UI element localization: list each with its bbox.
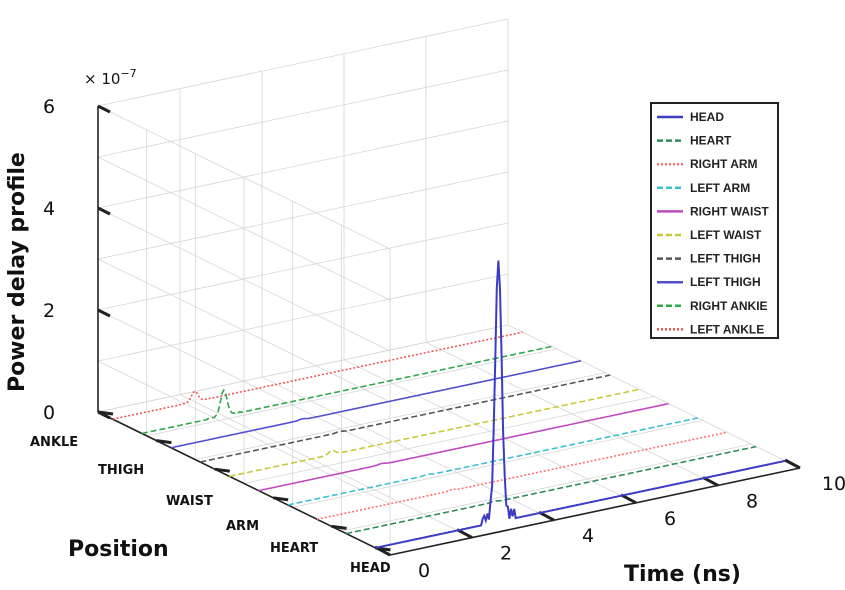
legend-label: LEFT WAIST: [690, 228, 762, 242]
position-label: WAIST: [166, 494, 213, 509]
position-label: HEART: [270, 541, 318, 556]
series-line: [229, 388, 640, 478]
legend-label: LEFT THIGH: [690, 252, 761, 266]
z-tick-label: 6: [43, 96, 55, 118]
position-label: THIGH: [98, 463, 144, 478]
labels-layer: × 10−7 Power delay profile Position Time…: [5, 67, 845, 587]
grid-line: [97, 309, 391, 454]
grid-line: [341, 443, 752, 532]
position-tick: [156, 439, 172, 445]
z-exponent-power: −7: [120, 67, 136, 80]
position-label: ANKLE: [30, 435, 78, 450]
grid-line: [97, 69, 509, 158]
position-label: HEAD: [350, 561, 391, 576]
grid-line: [97, 156, 391, 301]
grid-line: [97, 18, 509, 107]
z-exponent-base: × 10: [84, 70, 120, 88]
grid-layer: [97, 18, 801, 556]
position-label: ARM: [226, 519, 259, 534]
z-axis-title: Power delay profile: [5, 152, 30, 392]
grid-line: [146, 348, 557, 437]
legend: HEAD HEART RIGHT ARM LEFT ARM RIGHT WAIST LEF…: [650, 102, 779, 339]
legend-box: [650, 102, 779, 339]
series-line: [316, 431, 728, 521]
grid-line: [97, 105, 391, 250]
position-tick: [273, 496, 289, 502]
z-exponent-label: × 10−7: [84, 67, 137, 88]
grid-line: [97, 120, 509, 209]
y-axis-line: [97, 411, 391, 556]
position-tick: [214, 467, 230, 473]
series-line: [170, 360, 582, 449]
x-tick-label: 8: [746, 490, 758, 512]
axes-layer: [97, 104, 801, 557]
x-axis-title: Time (ns): [624, 562, 741, 587]
x-tick: [784, 458, 801, 470]
x-tick-label: 0: [418, 560, 430, 582]
z-tick: [97, 104, 111, 114]
grid-line: [97, 171, 509, 260]
series-line: [200, 374, 611, 463]
grid-line: [243, 396, 655, 484]
grid-line: [292, 419, 703, 508]
x-tick-label: 10: [822, 473, 845, 495]
grid-line: [97, 258, 391, 403]
x-tick-label: 2: [500, 543, 512, 565]
series-line: [112, 331, 523, 420]
x-tick-label: 4: [582, 525, 594, 547]
grid-line: [97, 273, 509, 362]
series-layer: [112, 260, 786, 549]
z-tick-label: 2: [43, 300, 55, 322]
grid-line: [97, 222, 509, 311]
z-tick-label: 4: [43, 198, 55, 220]
y-axis-title: Position: [68, 537, 169, 562]
series-line: [346, 445, 757, 535]
grid-line: [97, 324, 509, 413]
legend-label: LEFT ANKLE: [690, 322, 764, 336]
legend-label: HEART: [690, 134, 732, 148]
z-tick: [97, 308, 111, 318]
position-tick: [331, 524, 347, 530]
grid-line: [97, 207, 391, 352]
series-line: [258, 402, 669, 492]
legend-label: RIGHT ARM: [690, 157, 758, 171]
legend-label: RIGHT WAIST: [690, 204, 769, 218]
x-tick-label: 6: [664, 508, 676, 530]
legend-label: HEAD: [690, 110, 724, 124]
series-line: [141, 345, 552, 435]
legend-label: RIGHT ANKIE: [690, 299, 768, 313]
x-axis-line: [389, 467, 801, 556]
legend-label: LEFT ARM: [690, 181, 750, 195]
z-tick: [97, 206, 111, 216]
grid-line: [195, 372, 606, 461]
position-tick: [97, 410, 114, 416]
z-tick-label: 0: [43, 402, 55, 424]
series-line: [375, 260, 786, 549]
legend-label: LEFT THIGH: [690, 275, 761, 289]
